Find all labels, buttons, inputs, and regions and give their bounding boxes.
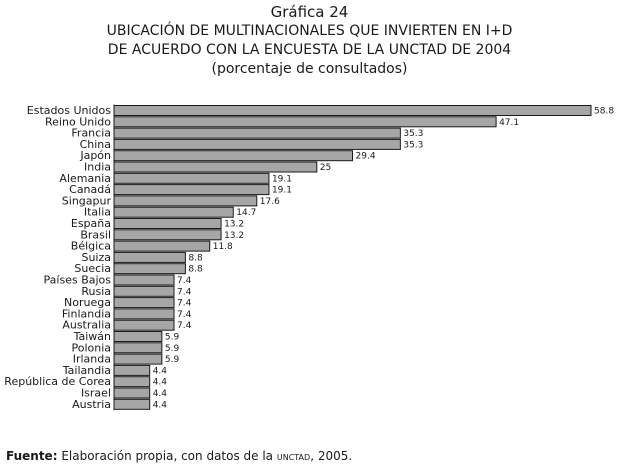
category-label-rusia: Rusia xyxy=(81,285,111,298)
value-label-singapur: 17.6 xyxy=(260,197,280,207)
category-label-finlandia: Finlandia xyxy=(62,307,111,320)
value-label-paises-bajos: 7.4 xyxy=(177,276,192,286)
value-label-estados-unidos: 58.8 xyxy=(594,107,614,117)
bar-china xyxy=(113,138,401,150)
bar-noruega xyxy=(113,297,175,309)
value-label-suecia: 8.8 xyxy=(188,265,203,275)
category-label-japon: Japón xyxy=(79,149,111,162)
category-label-australia: Australia xyxy=(62,319,111,332)
bar-tailandia xyxy=(113,364,151,376)
category-label-israel: Israel xyxy=(81,387,111,400)
value-label-noruega: 7.4 xyxy=(177,299,192,309)
value-label-rusia: 7.4 xyxy=(177,287,192,297)
category-label-suecia: Suecia xyxy=(74,262,111,275)
category-label-francia: Francia xyxy=(71,127,111,140)
value-label-republica-de-corea: 4.4 xyxy=(153,378,168,388)
category-label-suiza: Suiza xyxy=(81,251,111,264)
value-label-canada: 19.1 xyxy=(272,186,292,196)
chart-title-line2: DE ACUERDO CON LA ENCUESTA DE LA UNCTAD … xyxy=(107,42,512,58)
bar-estados-unidos xyxy=(113,105,592,116)
category-label-espana: España xyxy=(71,217,111,230)
bar-brasil xyxy=(113,229,222,241)
figure-label: Gráfica 24 xyxy=(270,3,349,21)
value-label-finlandia: 7.4 xyxy=(177,310,192,320)
category-label-italia: Italia xyxy=(84,206,111,219)
value-label-italia: 14.7 xyxy=(236,208,256,218)
category-label-paises-bajos: Países Bajos xyxy=(44,274,112,287)
bar-israel xyxy=(113,387,151,399)
category-label-belgica: Bélgica xyxy=(71,240,111,253)
chart-title-block: Gráfica 24 UBICACIÓN DE MULTINACIONALES … xyxy=(0,3,619,79)
value-label-brasil: 13.2 xyxy=(224,231,244,241)
bar-japon xyxy=(113,150,353,162)
value-label-india: 25 xyxy=(320,163,331,173)
value-label-australia: 7.4 xyxy=(177,321,192,331)
category-label-canada: Canadá xyxy=(69,183,111,196)
source-note: Fuente: Elaboración propia, con datos de… xyxy=(6,449,352,463)
value-label-taiwan: 5.9 xyxy=(165,333,180,343)
bar-reino-unido xyxy=(113,116,497,128)
bar-italia xyxy=(113,206,234,218)
bar-republica-de-corea xyxy=(113,376,151,388)
source-prefix: Fuente: xyxy=(6,449,58,463)
category-label-polonia: Polonia xyxy=(71,341,111,354)
category-label-irlanda: Irlanda xyxy=(73,353,111,366)
value-label-alemania: 19.1 xyxy=(272,174,292,184)
value-label-espana: 13.2 xyxy=(224,220,244,230)
bar-india xyxy=(113,161,318,173)
value-label-japon: 29.4 xyxy=(356,152,376,162)
bar-paises-bajos xyxy=(113,274,175,286)
value-label-austria: 4.4 xyxy=(153,400,168,410)
bar-polonia xyxy=(113,342,163,354)
category-label-singapur: Singapur xyxy=(62,194,112,207)
value-label-irlanda: 5.9 xyxy=(165,355,180,365)
category-label-estados-unidos: Estados Unidos xyxy=(27,104,111,117)
bar-suecia xyxy=(113,263,186,275)
value-label-tailandia: 4.4 xyxy=(153,366,168,376)
source-text-after: , 2005. xyxy=(310,449,353,463)
category-label-china: China xyxy=(80,138,111,151)
value-label-polonia: 5.9 xyxy=(165,344,180,354)
value-label-israel: 4.4 xyxy=(153,389,168,399)
category-label-taiwan: Taiwán xyxy=(73,330,111,343)
bar-belgica xyxy=(113,240,211,252)
category-label-tailandia: Tailandia xyxy=(62,364,111,377)
value-label-suiza: 8.8 xyxy=(188,253,203,263)
source-text-before: Elaboración propia, con datos de la xyxy=(57,449,277,463)
value-label-china: 35.3 xyxy=(403,140,423,150)
bar-francia xyxy=(113,127,401,139)
chart-title-line1: UBICACIÓN DE MULTINACIONALES QUE INVIERT… xyxy=(106,23,513,39)
chart-subtitle: (porcentaje de consultados) xyxy=(211,61,408,77)
category-label-brasil: Brasil xyxy=(80,228,111,241)
category-label-austria: Austria xyxy=(72,398,111,411)
bar-canada xyxy=(113,184,270,196)
bar-rusia xyxy=(113,285,175,297)
bar-australia xyxy=(113,319,175,331)
value-label-francia: 35.3 xyxy=(403,129,423,139)
bar-espana xyxy=(113,218,222,229)
bar-austria xyxy=(113,398,151,410)
category-label-india: India xyxy=(84,161,111,174)
category-label-noruega: Noruega xyxy=(64,296,111,309)
bar-taiwan xyxy=(113,331,163,342)
bar-alemania xyxy=(113,172,270,184)
category-label-reino-unido: Reino Unido xyxy=(45,115,111,128)
bar-finlandia xyxy=(113,308,175,320)
category-label-republica-de-corea: República de Corea xyxy=(4,375,111,388)
bar-irlanda xyxy=(113,353,163,365)
source-org: unctad xyxy=(276,449,311,463)
bar-suiza xyxy=(113,251,186,263)
value-label-reino-unido: 47.1 xyxy=(499,118,519,128)
category-label-alemania: Alemania xyxy=(59,172,111,185)
value-label-belgica: 11.8 xyxy=(213,242,233,252)
bar-singapur xyxy=(113,195,258,207)
